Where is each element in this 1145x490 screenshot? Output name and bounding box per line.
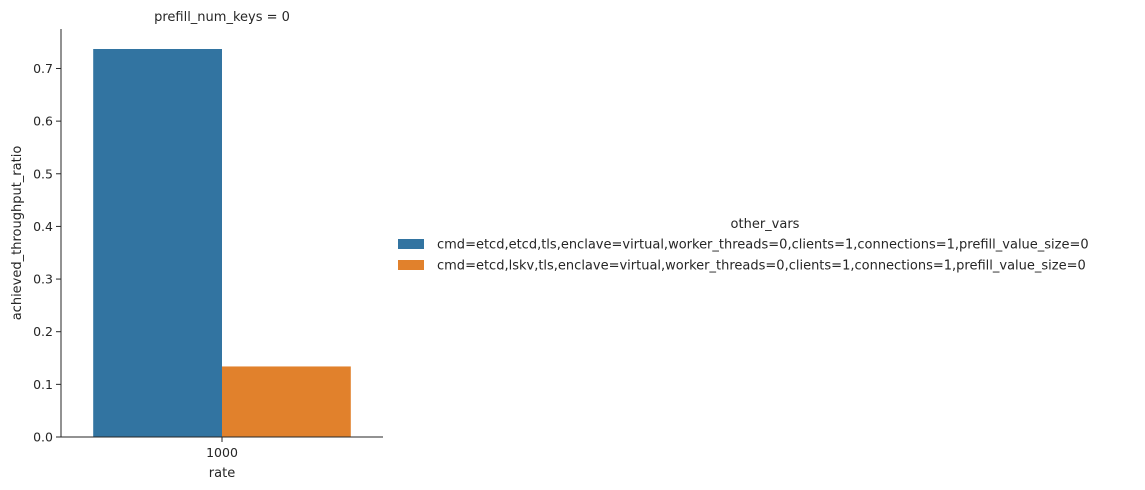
legend-items: cmd=etcd,etcd,tls,enclave=virtual,worker…: [398, 238, 1089, 274]
bars-layer: [93, 49, 351, 438]
y-ticks: 0.0 0.1 0.2 0.3 0.4 0.5 0.6 0.7: [33, 61, 61, 445]
legend-title: other_vars: [731, 217, 800, 232]
y-tick-label: 0.6: [33, 114, 53, 129]
y-tick-label: 0.4: [33, 219, 53, 234]
legend-label: cmd=etcd,etcd,tls,enclave=virtual,worker…: [437, 238, 1089, 253]
y-tick-label: 0.1: [33, 377, 53, 392]
bar: [222, 366, 351, 437]
bar: [93, 49, 222, 438]
x-ticks: 1000: [206, 437, 238, 460]
y-tick-label: 0.5: [33, 166, 53, 181]
facet-title: prefill_num_keys = 0: [154, 10, 290, 25]
x-axis-label: rate: [209, 466, 235, 481]
y-tick-label: 0.0: [33, 430, 53, 445]
y-axis-label: achieved_throughput_ratio: [10, 146, 25, 321]
legend: other_vars cmd=etcd,etcd,tls,enclave=vir…: [398, 217, 1089, 274]
x-tick-label: 1000: [206, 445, 238, 460]
legend-swatch: [398, 239, 424, 249]
legend-label: cmd=etcd,lskv,tls,enclave=virtual,worker…: [437, 259, 1086, 274]
y-tick-label: 0.3: [33, 272, 53, 287]
y-tick-label: 0.7: [33, 61, 53, 76]
legend-swatch: [398, 260, 424, 270]
y-tick-label: 0.2: [33, 324, 53, 339]
